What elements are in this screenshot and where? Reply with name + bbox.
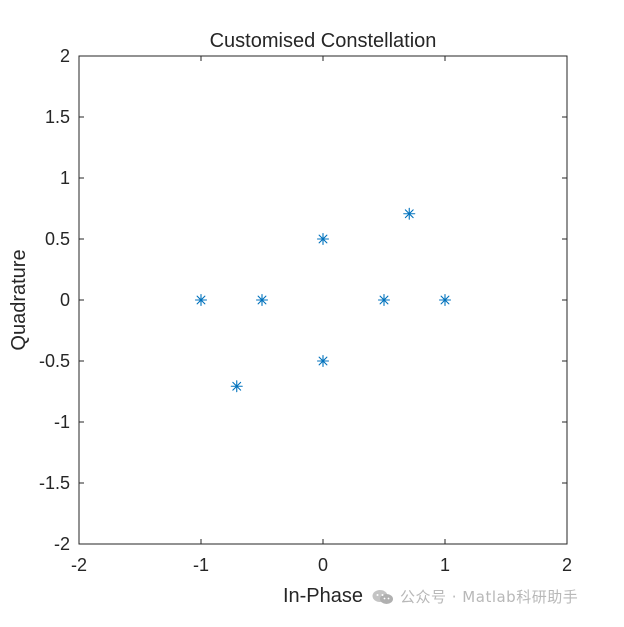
y-tick-label: -1.5 bbox=[39, 473, 70, 493]
y-tick-label: 0.5 bbox=[45, 229, 70, 249]
wechat-icon bbox=[372, 589, 393, 604]
plot-area bbox=[78, 55, 568, 545]
y-tick-label: 0 bbox=[60, 290, 70, 310]
y-tick-label: -2 bbox=[54, 534, 70, 554]
x-axis-label: In-Phase bbox=[283, 585, 363, 607]
y-axis-ticks: -2 -1.5 -1 -0.5 0 0.5 1 1.5 2 bbox=[39, 46, 567, 554]
x-tick-label: -1 bbox=[193, 555, 209, 575]
x-axis-ticks: -2 -1 0 1 2 bbox=[71, 56, 572, 575]
constellation-point bbox=[316, 232, 330, 246]
y-axis-label: Quadrature bbox=[8, 249, 30, 350]
watermark-text: 公众号 · Matlab科研助手 bbox=[400, 588, 579, 606]
y-tick-label: 1.5 bbox=[45, 107, 70, 127]
constellation-point bbox=[438, 293, 452, 307]
constellation-point bbox=[377, 293, 391, 307]
y-tick-label: -0.5 bbox=[39, 351, 70, 371]
constellation-point bbox=[255, 293, 269, 307]
x-tick-label: 0 bbox=[318, 555, 328, 575]
x-tick-label: -2 bbox=[71, 555, 87, 575]
watermark: 公众号 · Matlab科研助手 bbox=[372, 586, 578, 607]
y-tick-label: 1 bbox=[60, 168, 70, 188]
constellation-point bbox=[230, 380, 243, 393]
y-tick-label: -1 bbox=[54, 412, 70, 432]
x-tick-label: 2 bbox=[562, 555, 572, 575]
constellation-point bbox=[403, 207, 416, 220]
constellation-point bbox=[316, 354, 330, 368]
constellation-point bbox=[194, 293, 208, 307]
x-tick-label: 1 bbox=[440, 555, 450, 575]
chart-title: Customised Constellation bbox=[210, 30, 437, 52]
data-points bbox=[194, 207, 452, 393]
y-tick-label: 2 bbox=[60, 46, 70, 66]
